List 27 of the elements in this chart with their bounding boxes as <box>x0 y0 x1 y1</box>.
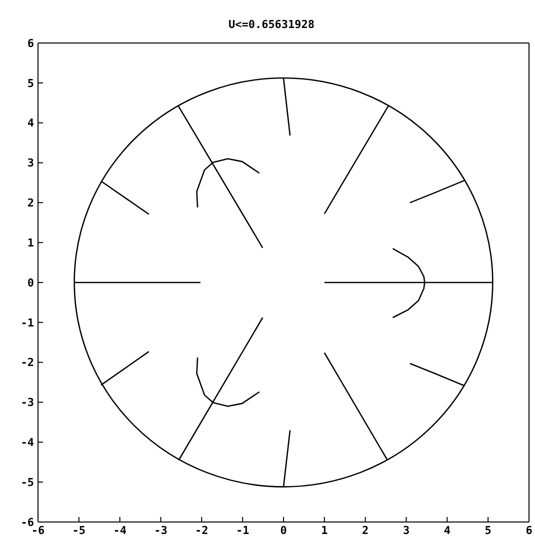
y-tick-label: 0 <box>27 276 34 290</box>
line-series <box>196 158 260 208</box>
line-series <box>196 356 260 407</box>
x-tick-label: 6 <box>526 524 533 537</box>
x-tick-label: -1 <box>236 524 250 537</box>
x-tick-label: 1 <box>321 524 328 537</box>
x-tick-label: 5 <box>484 524 492 537</box>
y-tick-label: -3 <box>20 396 34 410</box>
x-tick-label: 0 <box>280 524 287 537</box>
x-tick-label: -4 <box>113 524 127 537</box>
y-tick-label: -5 <box>20 476 34 489</box>
y-tick-label: -2 <box>20 356 34 370</box>
x-tick-label: 4 <box>444 524 451 537</box>
y-tick-label: 3 <box>27 156 34 170</box>
x-tick-label: -3 <box>154 524 168 537</box>
x-tick-label: -5 <box>72 524 86 537</box>
y-tick-label: 2 <box>27 196 34 210</box>
x-tick-label: 2 <box>362 524 369 537</box>
chart-title: U<=0.65631928 <box>227 17 316 33</box>
y-tick-label: 5 <box>27 76 34 90</box>
x-tick-label: -2 <box>195 524 208 537</box>
x-tick-label: 3 <box>402 524 410 537</box>
y-tick-label: -1 <box>20 316 34 330</box>
y-tick-label: -4 <box>20 436 34 450</box>
y-tick-label: 4 <box>27 116 34 130</box>
y-tick-label: 6 <box>27 36 34 50</box>
y-tick-label: 1 <box>27 236 34 250</box>
